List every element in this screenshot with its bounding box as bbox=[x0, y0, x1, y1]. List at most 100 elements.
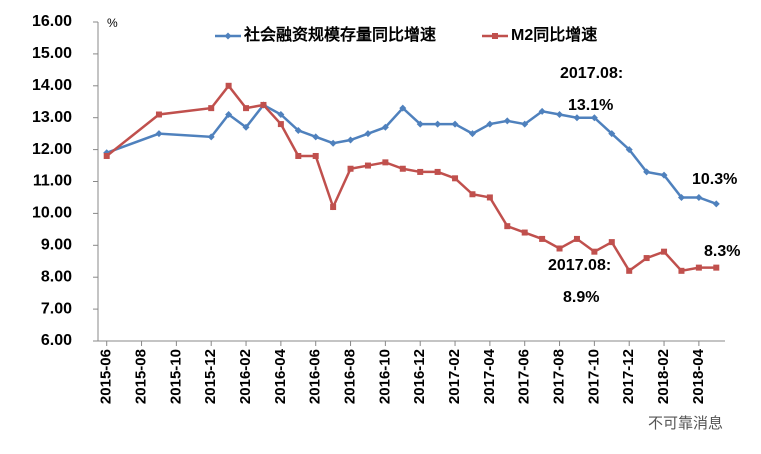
y-tick-label: 6.00 bbox=[41, 332, 72, 349]
point bbox=[660, 171, 668, 179]
point bbox=[626, 267, 633, 274]
annotation: 8.3% bbox=[704, 243, 740, 260]
point bbox=[416, 120, 424, 128]
x-tick-label: 2015-06 bbox=[98, 349, 115, 404]
point bbox=[329, 139, 337, 147]
y-tick-label: 12.00 bbox=[32, 141, 72, 158]
series-line bbox=[105, 83, 717, 273]
y-unit: % bbox=[107, 16, 118, 30]
point bbox=[225, 82, 232, 89]
point bbox=[399, 104, 407, 112]
x-tick-label: 2016-06 bbox=[307, 349, 324, 404]
point bbox=[295, 152, 302, 159]
point bbox=[243, 105, 250, 112]
point bbox=[434, 168, 441, 175]
legend-label: 社会融资规模存量同比增速 bbox=[243, 25, 436, 44]
y-tick-label: 14.00 bbox=[32, 77, 72, 94]
point bbox=[364, 130, 372, 138]
point bbox=[539, 235, 546, 242]
point bbox=[417, 168, 424, 175]
point bbox=[695, 193, 703, 201]
point bbox=[469, 191, 476, 198]
point bbox=[590, 114, 598, 122]
x-tick-label: 2017-08 bbox=[551, 349, 568, 404]
y-tick-label: 10.00 bbox=[32, 205, 72, 222]
x-tick-label: 2016-08 bbox=[342, 349, 359, 404]
point bbox=[347, 165, 354, 172]
x-tick-label: 2017-04 bbox=[481, 348, 498, 404]
legend-marker bbox=[492, 33, 498, 39]
point bbox=[382, 159, 389, 166]
point bbox=[608, 239, 615, 246]
x-tick-label: 2016-04 bbox=[272, 348, 289, 404]
point bbox=[347, 136, 355, 144]
x-tick-label: 2018-02 bbox=[655, 349, 672, 404]
x-tick-label: 2015-10 bbox=[167, 349, 184, 404]
point bbox=[207, 133, 215, 141]
x-tick-label: 2015-12 bbox=[202, 349, 219, 404]
point bbox=[643, 255, 650, 262]
point bbox=[661, 248, 668, 255]
y-tick-label: 15.00 bbox=[32, 45, 72, 62]
point bbox=[712, 200, 720, 208]
point bbox=[538, 107, 546, 115]
y-tick-label: 9.00 bbox=[41, 237, 72, 254]
point bbox=[468, 130, 476, 138]
x-tick-label: 2015-08 bbox=[133, 349, 150, 404]
x-tick-label: 2017-06 bbox=[516, 349, 533, 404]
point bbox=[608, 130, 616, 138]
point bbox=[312, 133, 320, 141]
point bbox=[556, 111, 564, 119]
point bbox=[678, 267, 685, 274]
point bbox=[573, 114, 581, 122]
point bbox=[277, 111, 285, 119]
annotation: 13.1% bbox=[568, 97, 613, 114]
x-tick-label: 2017-10 bbox=[585, 349, 602, 404]
point bbox=[695, 264, 702, 271]
point bbox=[573, 235, 580, 242]
y-tick-label: 13.00 bbox=[32, 109, 72, 126]
point bbox=[625, 146, 633, 154]
series-line bbox=[106, 103, 717, 206]
annotation: 2017.08: bbox=[560, 65, 623, 82]
y-tick-label: 16.00 bbox=[32, 13, 72, 30]
x-tick-label: 2018-04 bbox=[690, 348, 707, 404]
watermark: 不可靠消息 bbox=[648, 415, 723, 432]
point bbox=[294, 126, 302, 134]
annotation: 2017.08: bbox=[548, 257, 611, 274]
point bbox=[381, 123, 389, 131]
point bbox=[242, 123, 250, 131]
point bbox=[399, 165, 406, 172]
point bbox=[451, 120, 459, 128]
point bbox=[103, 152, 110, 159]
point bbox=[330, 204, 337, 211]
legend-label: M2同比增速 bbox=[511, 25, 597, 44]
point bbox=[155, 130, 163, 138]
point bbox=[521, 229, 528, 236]
point bbox=[434, 120, 442, 128]
annotation: 10.3% bbox=[692, 171, 737, 188]
point bbox=[225, 111, 233, 119]
x-tick-label: 2016-10 bbox=[376, 349, 393, 404]
point bbox=[452, 175, 459, 182]
point bbox=[504, 223, 511, 230]
point bbox=[364, 162, 371, 169]
point bbox=[312, 152, 319, 159]
point bbox=[503, 117, 511, 125]
y-tick-label: 8.00 bbox=[41, 268, 72, 285]
y-tick-label: 11.00 bbox=[33, 173, 72, 190]
legend-marker bbox=[224, 32, 232, 40]
point bbox=[521, 120, 529, 128]
point bbox=[713, 264, 720, 271]
y-tick-label: 7.00 bbox=[41, 300, 72, 317]
x-tick-label: 2016-12 bbox=[411, 349, 428, 404]
annotation: 8.9% bbox=[563, 289, 599, 306]
point bbox=[486, 194, 493, 201]
point bbox=[643, 168, 651, 176]
point bbox=[260, 101, 267, 108]
x-tick-label: 2017-02 bbox=[446, 349, 463, 404]
x-tick-label: 2016-02 bbox=[237, 349, 254, 404]
point bbox=[677, 193, 685, 201]
point bbox=[155, 111, 162, 118]
